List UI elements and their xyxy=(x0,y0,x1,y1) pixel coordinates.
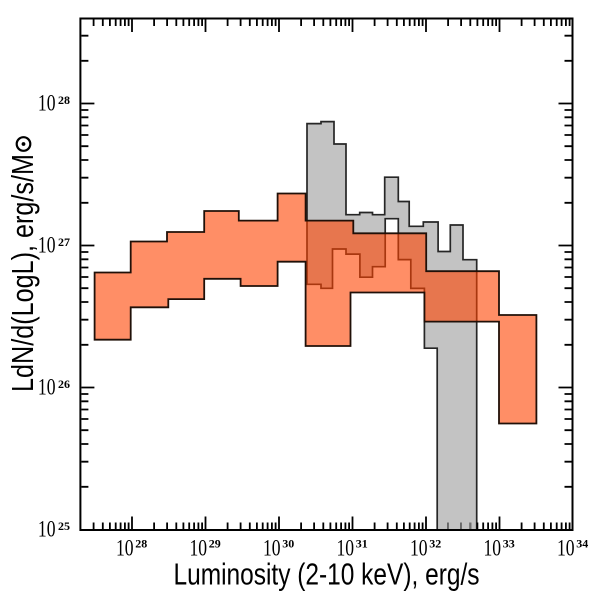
svg-text:10: 10 xyxy=(410,536,428,561)
svg-text:10: 10 xyxy=(38,518,56,543)
svg-text:34: 34 xyxy=(576,537,588,551)
svg-text:10: 10 xyxy=(116,536,134,561)
svg-text:Luminosity (2-10 keV), erg/s: Luminosity (2-10 keV), erg/s xyxy=(174,557,480,592)
svg-text:10: 10 xyxy=(189,536,207,561)
svg-text:LdN/d(LogL), erg/s/M: LdN/d(LogL), erg/s/M xyxy=(5,154,40,392)
svg-text:10: 10 xyxy=(38,92,56,117)
svg-text:10: 10 xyxy=(263,536,281,561)
svg-text:33: 33 xyxy=(503,537,515,551)
svg-text:28: 28 xyxy=(135,537,147,551)
svg-text:28: 28 xyxy=(58,93,70,107)
svg-text:10: 10 xyxy=(38,376,56,401)
svg-text:32: 32 xyxy=(429,537,441,551)
svg-text:30: 30 xyxy=(282,537,294,551)
svg-text:10: 10 xyxy=(336,536,354,561)
svg-text:26: 26 xyxy=(58,377,70,391)
svg-text:10: 10 xyxy=(38,234,56,259)
svg-text:10: 10 xyxy=(483,536,501,561)
svg-text:31: 31 xyxy=(356,537,368,551)
svg-text:25: 25 xyxy=(58,519,70,533)
svg-text:29: 29 xyxy=(209,537,221,551)
svg-text:10: 10 xyxy=(557,536,575,561)
svg-text:27: 27 xyxy=(58,235,70,249)
